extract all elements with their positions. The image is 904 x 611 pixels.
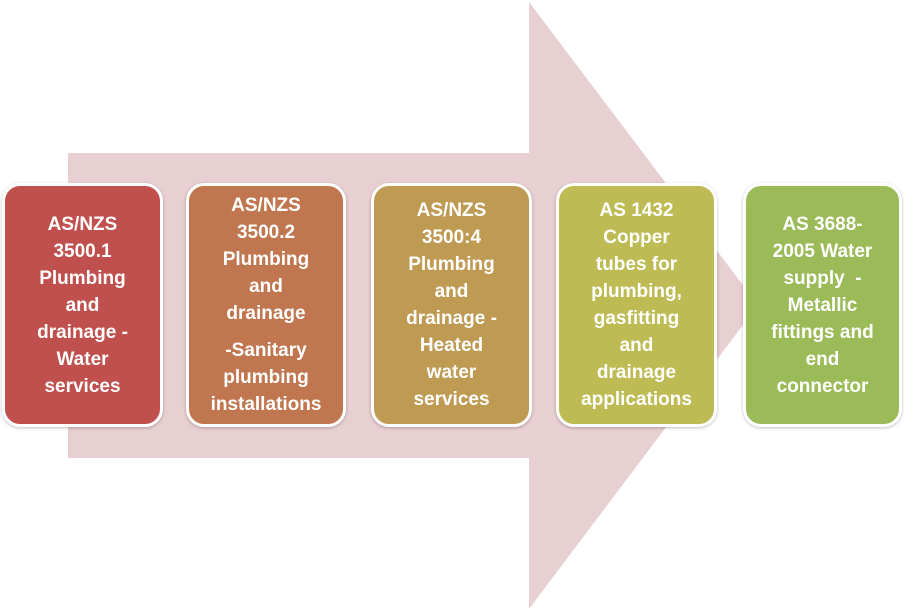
step-3-line: AS/NZS bbox=[416, 200, 487, 221]
step-2-line: -Sanitary bbox=[225, 340, 307, 361]
step-3-line: Heated bbox=[419, 335, 484, 356]
step-5-line: Metallic bbox=[787, 294, 858, 316]
step-box-as-1432: AS 1432 Copper tubes for plumbing, gasfi… bbox=[556, 183, 717, 427]
step-3-line: Plumbing bbox=[408, 254, 495, 275]
step-1-line: Water bbox=[56, 348, 109, 370]
step-4-line: drainage bbox=[596, 362, 677, 383]
step-box-as-nzs-3500-1: AS/NZS 3500.1 Plumbing and drainage - Wa… bbox=[2, 183, 163, 427]
step-box-as-3688-2005: AS 3688- 2005 Water supply - Metallic fi… bbox=[743, 183, 902, 427]
step-1-line: services bbox=[44, 375, 121, 397]
step-1-line: AS/NZS bbox=[47, 213, 118, 235]
step-3-line: 3500:4 bbox=[421, 227, 482, 248]
step-4-line: applications bbox=[581, 389, 692, 410]
step-5-line: end bbox=[805, 348, 840, 370]
step-2-line: plumbing bbox=[223, 367, 309, 388]
step-2-line: drainage bbox=[226, 303, 306, 324]
step-1-line: 3500.1 bbox=[53, 240, 112, 262]
step-3-line: drainage - bbox=[406, 308, 497, 329]
step-4-line: Copper bbox=[603, 227, 670, 248]
step-1-line: drainage - bbox=[37, 321, 128, 343]
step-5-line: AS 3688- bbox=[782, 213, 863, 235]
step-3-line: services bbox=[413, 389, 490, 410]
step-2-line: and bbox=[249, 276, 283, 297]
step-5-line: connector bbox=[776, 375, 869, 397]
step-1-line: and bbox=[65, 294, 100, 316]
step-5-line: 2005 Water bbox=[772, 240, 873, 262]
step-4-line: plumbing, bbox=[591, 281, 682, 302]
step-4-line: gasfitting bbox=[593, 308, 680, 329]
step-2-line: AS/NZS bbox=[231, 195, 301, 216]
step-2-line: 3500.2 bbox=[236, 222, 296, 243]
step-4-line: and bbox=[619, 335, 654, 356]
step-3-line: and bbox=[434, 281, 469, 302]
step-2-line: Plumbing bbox=[222, 249, 310, 270]
step-5-line: supply - bbox=[783, 267, 862, 289]
step-5-line: fittings and bbox=[771, 321, 874, 343]
step-box-as-nzs-3500-2: AS/NZS 3500.2 Plumbing and drainage -San… bbox=[186, 183, 346, 427]
step-1-line: Plumbing bbox=[39, 267, 126, 289]
step-2-line: installations bbox=[210, 394, 322, 415]
step-3-line: water bbox=[426, 362, 477, 383]
step-4-line: AS 1432 bbox=[599, 200, 674, 221]
step-box-as-nzs-3500-4: AS/NZS 3500:4 Plumbing and drainage - He… bbox=[371, 183, 532, 427]
step-4-line: tubes for bbox=[595, 254, 678, 275]
